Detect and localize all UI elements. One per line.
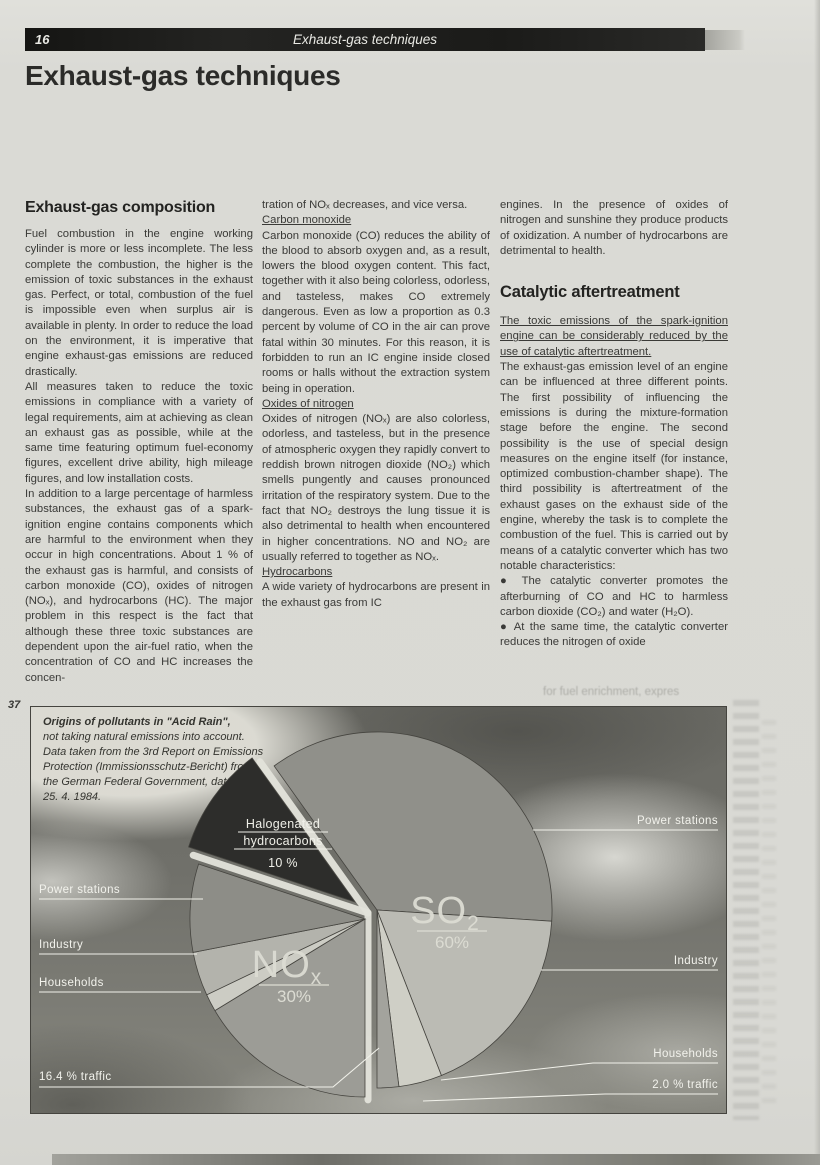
text-column-1: Exhaust-gas composition Fuel combustion … [25,198,253,704]
pie-callout-label: Industry [674,955,718,967]
paragraph: Fuel combustion in the engine working cy… [25,228,253,378]
subheading-carbon-monoxide: Carbon monoxide [262,214,352,227]
pie-group-percent: 60% [435,933,469,952]
pie-slice [376,909,400,1089]
acid-rain-pie-chart: Power stations Industry Households 16.4 % t… [39,731,718,1104]
paragraph: Oxides of nitrogen (NOₓ) are also colorl… [262,413,490,563]
page-right-edge [814,0,820,1165]
pie-group-percent: 10 % [268,856,298,870]
pie-callout-line [39,1047,380,1088]
bleedthrough-ghost-column [733,700,759,1120]
pie-callout-label: Industry [39,939,83,951]
paragraph: tration of NOₓ decreases, and vice versa… [262,199,468,211]
paragraph: A wide variety of hydrocarbons are prese… [262,581,490,609]
pie-callout-label: Households [39,977,104,989]
pie-group-label: NOx [252,944,323,989]
page-number: 16 [35,32,50,47]
figure-caption-line: 25. 4. 1984. [43,791,102,803]
pie-slice [376,909,553,1077]
paragraph: The exhaust-gas emission level of an eng… [500,361,728,572]
pie-group-label: SO2 [410,890,480,935]
pie-group-percent: 30% [277,987,311,1006]
paragraph: In addition to a large percentage of har… [25,488,253,684]
pie-callout-label: 16.4 % traffic [39,1071,112,1083]
paragraph: All measures taken to reduce the toxic e… [25,380,253,485]
pie-group-separator [189,851,372,917]
pie-callout-label: 2.0 % traffic [652,1079,718,1091]
paragraph: Carbon monoxide (CO) reduces the ability… [262,229,490,395]
section-heading-composition: Exhaust-gas composition [25,199,216,216]
pie-callout-label: Power stations [637,815,718,827]
figure-caption-line: Data taken from the 3rd Report on Emissi… [43,746,264,758]
acid-rain-figure: Origins of pollutants in "Acid Rain", no… [30,706,727,1114]
pie-group-separator [256,758,372,917]
header-bar-ghost-smudge [705,30,745,50]
text-column-2: tration of NOₓ decreases, and vice versa… [262,198,490,704]
page-title: Exhaust-gas techniques [25,60,341,91]
pie-callout-label: Households [653,1048,718,1060]
pie-callout-line [440,1062,718,1081]
text-column-3: engines. In the presence of oxides of ni… [500,198,728,704]
pie-callout-line [422,1093,718,1102]
running-header-bar: 16 Exhaust-gas techniques [25,28,705,51]
figure-caption-title: Origins of pollutants in "Acid Rain", [43,716,231,728]
pie-slice [273,731,553,922]
subheading-oxides-of-nitrogen: Oxides of nitrogen [262,397,354,410]
pie-group-label: hydrocarbons [243,834,322,848]
figure-caption-line: Protection (Immissionsschutz-Bericht) fr… [43,761,253,773]
figure-caption-line: not taking natural emissions into accoun… [43,731,245,743]
pie-slice [188,757,357,903]
figure-caption: Origins of pollutants in "Acid Rain", no… [43,715,278,805]
bullet-item: ● At the same time, the catalytic conver… [500,621,728,649]
page-edge-shadow [52,1154,820,1165]
subheading-hydrocarbons: Hydrocarbons [262,566,333,579]
pie-group-label: Halogenated [246,817,320,831]
underlined-lead-paragraph: The toxic emissions of the spark-ignitio… [500,315,728,358]
pie-callout-label: Power stations [39,884,120,896]
paragraph: engines. In the presence of oxides of ni… [500,199,728,257]
pie-slice [214,918,366,1098]
running-header-title: Exhaust-gas techniques [292,32,438,47]
section-heading-catalytic: Catalytic aftertreatment [500,283,680,302]
bleedthrough-ghost-column [762,720,776,1110]
bullet-item: ● The catalytic converter promotes the a… [500,575,728,618]
figure-caption-line: the German Federal Government, dated [43,776,239,788]
figure-number: 37 [8,699,21,711]
pie-slice [189,863,367,953]
bleedthrough-ghost-text: for fuel enrichment, expres [543,686,680,698]
